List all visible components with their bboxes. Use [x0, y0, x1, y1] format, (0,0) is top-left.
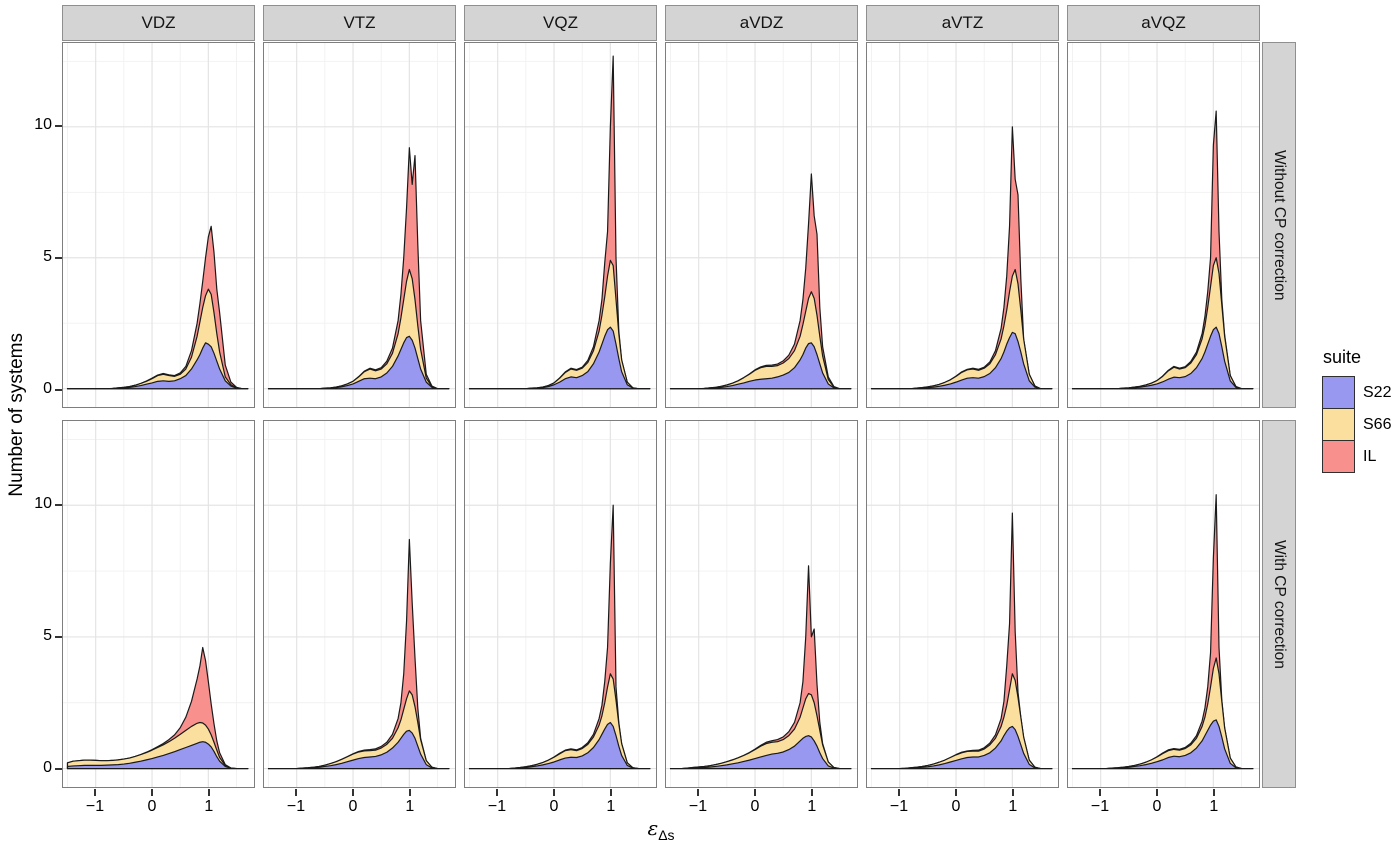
facet-strip-vqz: VQZ: [464, 5, 657, 41]
density-panel-vtz-without-cp: [263, 42, 456, 408]
legend-swatch-s22: [1322, 376, 1355, 409]
y-tick-label: 5: [43, 247, 52, 265]
legend-title: suite: [1323, 347, 1362, 367]
x-tick-label: −1: [688, 798, 708, 815]
x-tick-label: 1: [204, 798, 214, 815]
x-tick-mark: [954, 789, 957, 796]
x-tick-mark: [810, 789, 813, 796]
facet-strip-with-cp: With CP correction: [1262, 420, 1296, 788]
density-panel-vtz-with-cp: [263, 420, 456, 788]
x-tick-mark: [496, 789, 499, 796]
x-tick-label: −1: [487, 798, 507, 815]
density-panel-vdz-without-cp: [62, 42, 255, 408]
y-tick-mark: [55, 768, 62, 771]
x-tick-label: 0: [750, 798, 760, 815]
legend-item-il: IL: [1322, 440, 1391, 473]
y-tick-mark: [55, 388, 62, 391]
x-tick-label: 1: [807, 798, 817, 815]
x-tick-mark: [150, 789, 153, 796]
x-tick-mark: [408, 789, 411, 796]
y-tick-label: 0: [43, 759, 52, 777]
x-tick-mark: [753, 789, 756, 796]
column-facet-strips: VDZ VTZ VQZ aVDZ aVTZ aVQZ: [62, 5, 1260, 41]
panel-row-with-cp: [62, 420, 1260, 788]
x-tick-label: −1: [889, 798, 909, 815]
x-tick-label: 0: [549, 798, 559, 815]
density-panel-avdz-with-cp: [665, 420, 858, 788]
density-panel-avtz-with-cp: [866, 420, 1059, 788]
legend-label-il: IL: [1363, 447, 1377, 465]
x-axis-title: εΔs: [62, 816, 1260, 843]
x-tick-mark: [351, 789, 354, 796]
x-axis-title-subscript: Δs: [658, 827, 675, 843]
x-tick-label: 0: [348, 798, 358, 815]
x-tick-label: 0: [951, 798, 961, 815]
facet-strip-avtz: aVTZ: [866, 5, 1059, 41]
density-panel-avqz-with-cp: [1067, 420, 1260, 788]
facet-strip-avqz: aVQZ: [1067, 5, 1260, 41]
legend-swatch-s66: [1322, 408, 1355, 441]
x-tick-mark: [697, 789, 700, 796]
x-tick-label: 1: [405, 798, 415, 815]
y-tick-label: 10: [34, 494, 52, 512]
legend-item-s66: S66: [1322, 408, 1391, 441]
facet-strip-avdz: aVDZ: [665, 5, 858, 41]
x-tick-label: 1: [606, 798, 616, 815]
y-tick-mark: [55, 503, 62, 506]
density-panel-vdz-with-cp: [62, 420, 255, 788]
x-tick-mark: [94, 789, 97, 796]
y-tick-label: 0: [43, 379, 52, 397]
x-tick-mark: [295, 789, 298, 796]
y-tick-label: 5: [43, 627, 52, 645]
facet-strip-without-cp: Without CP correction: [1262, 42, 1296, 408]
x-tick-mark: [1212, 789, 1215, 796]
density-panel-avqz-without-cp: [1067, 42, 1260, 408]
panel-row-without-cp: [62, 42, 1260, 408]
x-axis-title-symbol: ε: [647, 816, 659, 840]
y-tick-mark: [55, 636, 62, 639]
x-tick-mark: [609, 789, 612, 796]
x-tick-label: 0: [147, 798, 157, 815]
x-tick-mark: [1155, 789, 1158, 796]
x-tick-label: 0: [1152, 798, 1162, 815]
facet-strip-vdz: VDZ: [62, 5, 255, 41]
density-panel-vqz-with-cp: [464, 420, 657, 788]
x-tick-label: 1: [1209, 798, 1219, 815]
density-panel-avdz-without-cp: [665, 42, 858, 408]
facet-strip-vtz: VTZ: [263, 5, 456, 41]
legend: suite S22 S66 IL: [1322, 347, 1391, 473]
x-tick-mark: [1099, 789, 1102, 796]
x-tick-label: −1: [1090, 798, 1110, 815]
legend-label-s22: S22: [1363, 383, 1392, 401]
y-tick-mark: [55, 125, 62, 128]
y-tick-label: 10: [34, 116, 52, 134]
y-axis-title: Number of systems: [6, 333, 27, 497]
y-tick-mark: [55, 256, 62, 259]
x-tick-mark: [207, 789, 210, 796]
x-tick-mark: [898, 789, 901, 796]
density-panel-vqz-without-cp: [464, 42, 657, 408]
y-axis-title-wrap: Number of systems: [6, 42, 28, 788]
x-tick-mark: [1011, 789, 1014, 796]
x-tick-label: −1: [286, 798, 306, 815]
legend-swatch-il: [1322, 440, 1355, 473]
density-panel-avtz-without-cp: [866, 42, 1059, 408]
x-tick-label: −1: [85, 798, 105, 815]
x-tick-mark: [552, 789, 555, 796]
legend-label-s66: S66: [1363, 415, 1392, 433]
legend-item-s22: S22: [1322, 376, 1391, 409]
x-tick-label: 1: [1008, 798, 1018, 815]
